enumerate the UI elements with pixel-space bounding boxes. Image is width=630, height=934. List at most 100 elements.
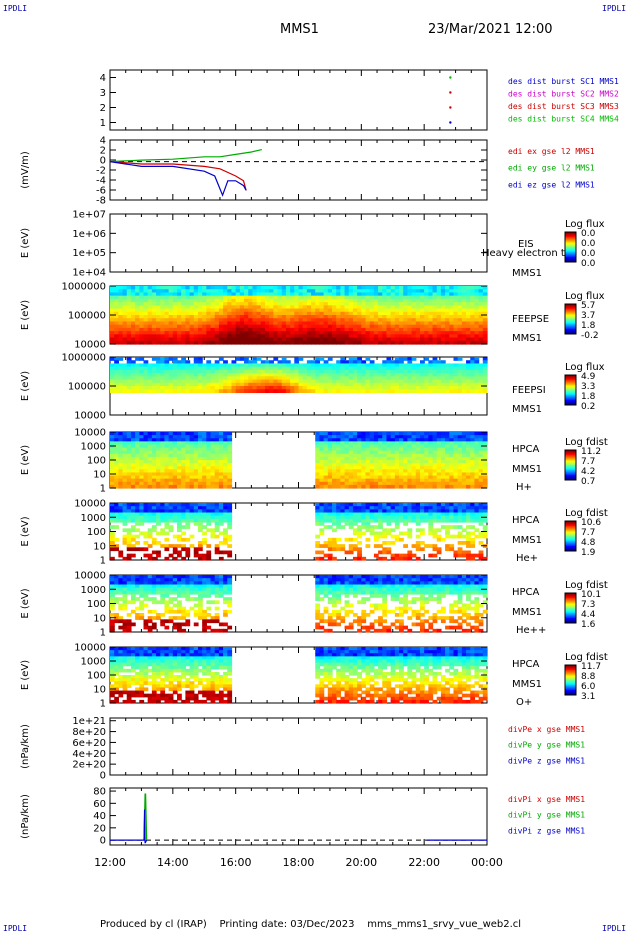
hpca-h-panel-cell bbox=[164, 435, 170, 439]
hpca-he-panel-cell bbox=[327, 512, 333, 517]
feepse-panel-cell bbox=[210, 292, 216, 297]
feepsi-panel-cell bbox=[323, 373, 329, 377]
hpca-h-panel-cell bbox=[336, 441, 341, 446]
feepse-panel-cell bbox=[235, 292, 241, 297]
hpca-he-panel-cell bbox=[390, 553, 396, 558]
feepse-panel-cell bbox=[139, 334, 145, 339]
feepse-panel-cell bbox=[344, 321, 350, 326]
eis-panel-colorbar-cell bbox=[565, 247, 576, 249]
feepse-panel-cell bbox=[357, 337, 362, 342]
feepse-panel-cell bbox=[218, 302, 224, 306]
feepsi-panel-colorbar-tick: 0.2 bbox=[581, 402, 595, 412]
hpca-h-panel-cell bbox=[168, 466, 174, 470]
feepse-panel-cell bbox=[403, 289, 409, 294]
feepse-panel-cell bbox=[323, 305, 329, 310]
feepse-panel-cell bbox=[327, 321, 333, 326]
feepse-panel-cell bbox=[361, 286, 367, 290]
hpca-h-panel-cell bbox=[344, 475, 350, 480]
hpca-he-panel-cell bbox=[185, 503, 191, 507]
feepsi-panel-cell bbox=[386, 389, 392, 394]
feepsi-panel-cell bbox=[424, 389, 429, 394]
hpca-h-panel-cell bbox=[373, 453, 379, 458]
feepse-panel-cell bbox=[177, 302, 182, 306]
hpca-h-panel-cell bbox=[139, 484, 145, 489]
feepse-panel-cell bbox=[126, 311, 132, 316]
feepse-panel-cell bbox=[344, 315, 350, 319]
feepse-panel-cell bbox=[143, 305, 149, 310]
feepse-panel-cell bbox=[357, 321, 362, 326]
feepsi-panel-cell bbox=[223, 363, 228, 368]
feepsi-panel-cell bbox=[114, 376, 119, 381]
feepse-panel-cell bbox=[260, 302, 266, 306]
eis-panel-colorbar-tick: 0.0 bbox=[581, 229, 596, 239]
hpca-h-panel-cell bbox=[394, 460, 400, 464]
hpca-h-panel-cell bbox=[210, 484, 216, 489]
feepsi-panel-cell bbox=[311, 366, 316, 371]
hpca-he-panel-cell bbox=[122, 518, 128, 523]
hpca-he-panel-cell bbox=[151, 556, 157, 561]
feepse-panel-cell bbox=[264, 311, 270, 316]
hpca-h-panel-cell bbox=[315, 460, 321, 464]
feepse-panel-cell bbox=[294, 337, 300, 342]
hpca-he-panel-cell bbox=[206, 550, 212, 555]
feepse-panel-cell bbox=[424, 337, 429, 342]
hpca-h-panel-cell bbox=[474, 481, 480, 486]
hpca-he-panel-cell bbox=[223, 528, 228, 533]
hpca-he-panel-cell bbox=[164, 547, 170, 552]
hpca-he-panel-cell bbox=[110, 512, 115, 517]
feepse-panel-cell bbox=[156, 334, 161, 339]
hpca-h-panel-cell bbox=[193, 478, 199, 483]
hpca-h-panel-cell bbox=[399, 472, 404, 477]
feepse-panel-cell bbox=[193, 289, 199, 294]
feepse-panel-cell bbox=[461, 286, 467, 290]
hpca-h-panel-cell bbox=[172, 469, 178, 474]
feepsi-panel-cell bbox=[227, 376, 233, 381]
hpca-h-panel-colorbar-cell bbox=[565, 475, 576, 477]
hpca-h-panel-cell bbox=[403, 447, 409, 452]
hpca-h-panel-cell bbox=[461, 466, 467, 470]
hpca-h-panel-cell bbox=[453, 463, 459, 467]
feepsi-panel-cell bbox=[344, 369, 350, 374]
hpca-he-panel-cell bbox=[319, 550, 325, 555]
feepse-panel-cell bbox=[114, 327, 119, 332]
feepse-panel-cell bbox=[252, 334, 258, 339]
hpca-h-panel-cell bbox=[336, 475, 341, 480]
feepsi-panel-cell bbox=[432, 360, 438, 365]
feepsi-panel-cell bbox=[244, 360, 249, 365]
hpca-he-panel-cell bbox=[386, 509, 392, 514]
feepse-panel-cell bbox=[428, 305, 434, 310]
feepse-panel-cell bbox=[327, 331, 333, 335]
feepsi-panel-cell bbox=[411, 357, 417, 361]
feepse-panel-cell bbox=[126, 324, 132, 329]
feepse-panel-cell bbox=[156, 315, 161, 319]
hpca-he-panel-cell bbox=[189, 509, 195, 514]
hpca-h-panel-cell bbox=[164, 472, 170, 477]
feepse-panel-cell bbox=[378, 321, 383, 326]
feepse-panel-cell bbox=[110, 327, 115, 332]
feepse-panel-cell bbox=[151, 340, 157, 345]
hpca-h-panel-cell bbox=[130, 453, 136, 458]
feepse-panel-cell bbox=[126, 331, 132, 335]
hpca-h-panel-cell bbox=[336, 463, 341, 467]
hpca-he-panel-cell bbox=[160, 506, 166, 510]
feepse-panel-cell bbox=[235, 315, 241, 319]
hpca-h-panel-cell bbox=[357, 432, 362, 436]
feepsi-panel-cell bbox=[415, 366, 421, 371]
feepsi-panel-cell bbox=[244, 389, 249, 394]
hpca-h-panel-cell bbox=[172, 481, 178, 486]
hpca-h-panel-cell bbox=[373, 469, 379, 474]
feepsi-panel-cell bbox=[290, 376, 295, 381]
hpca-h-panel-cell bbox=[147, 441, 153, 446]
hpca-h-panel-cell bbox=[327, 472, 333, 477]
hpca-h-panel-cell bbox=[114, 432, 119, 436]
hpca-h-panel-cell bbox=[181, 450, 186, 455]
feepse-panel-cell bbox=[151, 331, 157, 335]
hpca-he-panel-cell bbox=[403, 509, 409, 514]
feepse-panel-cell bbox=[218, 286, 224, 290]
feepse-panel-cell bbox=[319, 289, 325, 294]
feepse-panel-cell bbox=[269, 302, 274, 306]
hpca-he-panel-cell bbox=[181, 512, 186, 517]
hpca-he-panel-cell bbox=[118, 518, 124, 523]
feepse-panel-cell bbox=[344, 337, 350, 342]
feepse-panel-cell bbox=[114, 324, 119, 329]
